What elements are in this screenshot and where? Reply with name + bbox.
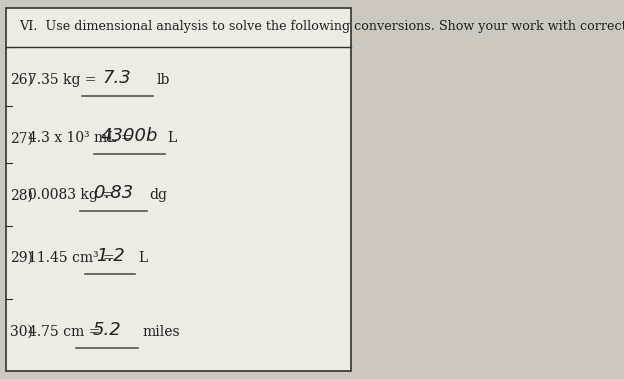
Text: L: L (139, 251, 148, 265)
Text: 0.83: 0.83 (94, 184, 134, 202)
Text: 7.3: 7.3 (103, 69, 132, 87)
Text: 26): 26) (10, 73, 33, 86)
Text: 5.2: 5.2 (93, 321, 122, 339)
Text: miles: miles (142, 325, 180, 338)
Text: dg: dg (149, 188, 167, 202)
Text: VI.  Use dimensional analysis to solve the following conversions. Show your work: VI. Use dimensional analysis to solve th… (19, 20, 624, 33)
Text: 4.75 cm =: 4.75 cm = (29, 325, 100, 338)
Text: 29): 29) (10, 251, 33, 265)
Text: 27): 27) (10, 132, 33, 145)
Text: 4300b: 4300b (101, 127, 158, 146)
Text: lb: lb (156, 73, 170, 86)
Text: 1.2: 1.2 (95, 247, 124, 265)
Text: 30): 30) (10, 325, 33, 338)
Text: 0.0083 kg =: 0.0083 kg = (29, 188, 114, 202)
Text: 11.45 cm³ =: 11.45 cm³ = (29, 251, 115, 265)
Text: L: L (167, 132, 176, 145)
Text: 28): 28) (10, 188, 33, 202)
FancyBboxPatch shape (6, 8, 351, 371)
Text: 7.35 kg =: 7.35 kg = (29, 73, 97, 86)
Text: 4.3 x 10³ mL =: 4.3 x 10³ mL = (29, 132, 133, 145)
